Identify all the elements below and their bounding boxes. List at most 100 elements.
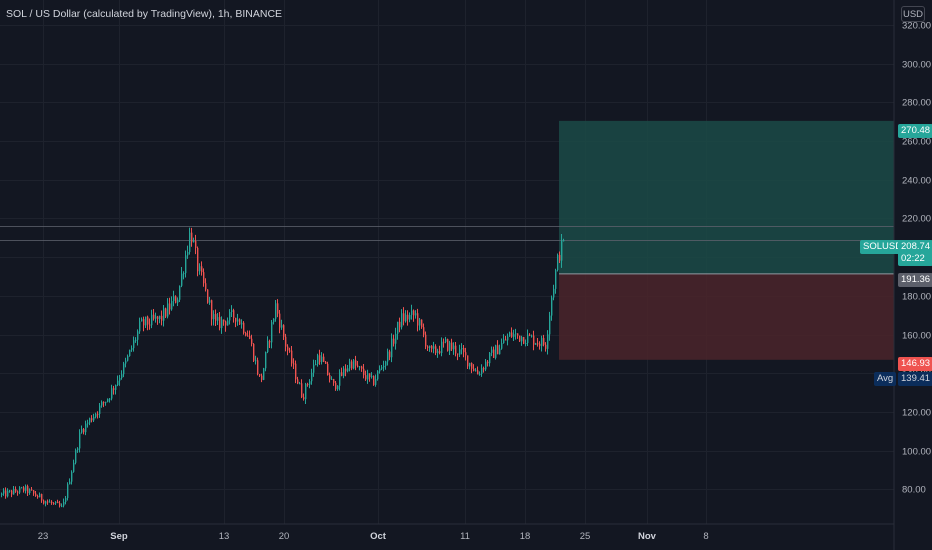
candle-body: [77, 448, 79, 451]
candle-body: [301, 383, 303, 398]
avg-label-tag: Avg: [874, 372, 897, 386]
candle-body: [89, 418, 91, 423]
candle-body: [349, 361, 351, 369]
candle-body: [263, 368, 265, 380]
candle-body: [469, 362, 471, 367]
candle-body: [473, 368, 475, 371]
candle-body: [443, 341, 445, 343]
candle-body: [351, 361, 353, 369]
x-tick-label: 11: [460, 531, 470, 542]
candle-body: [267, 341, 269, 353]
candle-body: [115, 384, 117, 390]
candle-body: [259, 374, 261, 376]
candle-body: [389, 351, 391, 358]
candle-body: [543, 338, 545, 345]
candle-body: [315, 364, 317, 366]
x-tick-label: 18: [519, 531, 531, 542]
candle-body: [401, 313, 403, 328]
candle-body: [435, 346, 437, 353]
candle-body: [475, 370, 477, 372]
candle-body: [15, 488, 17, 492]
candle-body: [53, 503, 55, 505]
y-tick-label: 120.00: [902, 407, 932, 418]
candle-body: [561, 240, 563, 261]
candle-body: [39, 494, 41, 498]
candle-body: [233, 310, 235, 318]
candle-body: [213, 314, 215, 320]
candle-body: [433, 346, 435, 349]
candle-body: [1, 493, 3, 495]
candle-body: [467, 355, 469, 367]
candle-body: [217, 317, 219, 321]
candle-body: [511, 332, 513, 337]
candle-body: [355, 360, 357, 366]
candle-body: [409, 314, 411, 320]
last-price-value: 208.74: [901, 241, 931, 252]
candle-body: [309, 381, 311, 385]
candle-body: [163, 308, 165, 321]
candle-body: [21, 487, 23, 489]
candle-body: [361, 366, 363, 369]
candle-body: [533, 335, 535, 345]
candle-body: [287, 346, 289, 351]
candle-body: [173, 296, 175, 302]
candle-body: [187, 252, 189, 256]
candle-body: [421, 319, 423, 328]
candle-body: [223, 319, 225, 322]
candle-body: [537, 343, 539, 345]
candle-body: [117, 380, 119, 385]
candle-body: [99, 405, 101, 414]
candle-body: [559, 255, 561, 261]
candle-body: [25, 486, 27, 491]
candle-body: [483, 368, 485, 370]
candle-body: [459, 349, 461, 355]
candle-body: [121, 374, 123, 379]
candle-body: [331, 379, 333, 381]
candle-body: [347, 368, 349, 372]
currency-button[interactable]: USD: [901, 6, 925, 22]
y-tick-label: 300.00: [902, 59, 932, 70]
candle-body: [481, 368, 483, 374]
candle-body: [175, 296, 177, 303]
candle-body: [275, 303, 277, 319]
position-zones: [559, 120, 894, 360]
candle-body: [419, 319, 421, 326]
candle-body: [547, 334, 549, 349]
candle-body: [81, 429, 83, 433]
candle-body: [493, 349, 495, 358]
candle-body: [207, 289, 209, 303]
candle-body: [265, 352, 267, 369]
candle-body: [231, 310, 233, 312]
candle-body: [161, 315, 163, 321]
candle-body: [43, 500, 45, 504]
candle-body: [23, 487, 25, 491]
candle-body: [303, 397, 305, 400]
candle-body: [549, 315, 551, 335]
candle-body: [239, 319, 241, 325]
candle-body: [489, 352, 491, 364]
candle-body: [291, 350, 293, 364]
candle-body: [277, 303, 279, 314]
x-tick-label: 23: [37, 531, 49, 542]
candle-body: [343, 368, 345, 376]
candle-body: [171, 301, 173, 310]
candle-body: [75, 450, 77, 463]
candle-body: [555, 270, 557, 289]
candle-body: [305, 383, 307, 400]
candle-body: [139, 321, 141, 332]
candle-body: [335, 382, 337, 390]
candle-body: [201, 266, 203, 273]
candle-body: [133, 340, 135, 349]
candle-body: [227, 320, 229, 326]
candle-body: [199, 266, 201, 272]
entry-price-tag: 191.36: [898, 273, 932, 287]
candle-body: [411, 310, 413, 315]
candle-body: [91, 418, 93, 421]
last-price-tag: 208.74 02:22: [898, 240, 932, 266]
candle-body: [535, 343, 537, 345]
candle-body: [369, 373, 371, 378]
candle-body: [321, 356, 323, 362]
candle-body: [379, 368, 381, 372]
candle-body: [429, 345, 431, 348]
